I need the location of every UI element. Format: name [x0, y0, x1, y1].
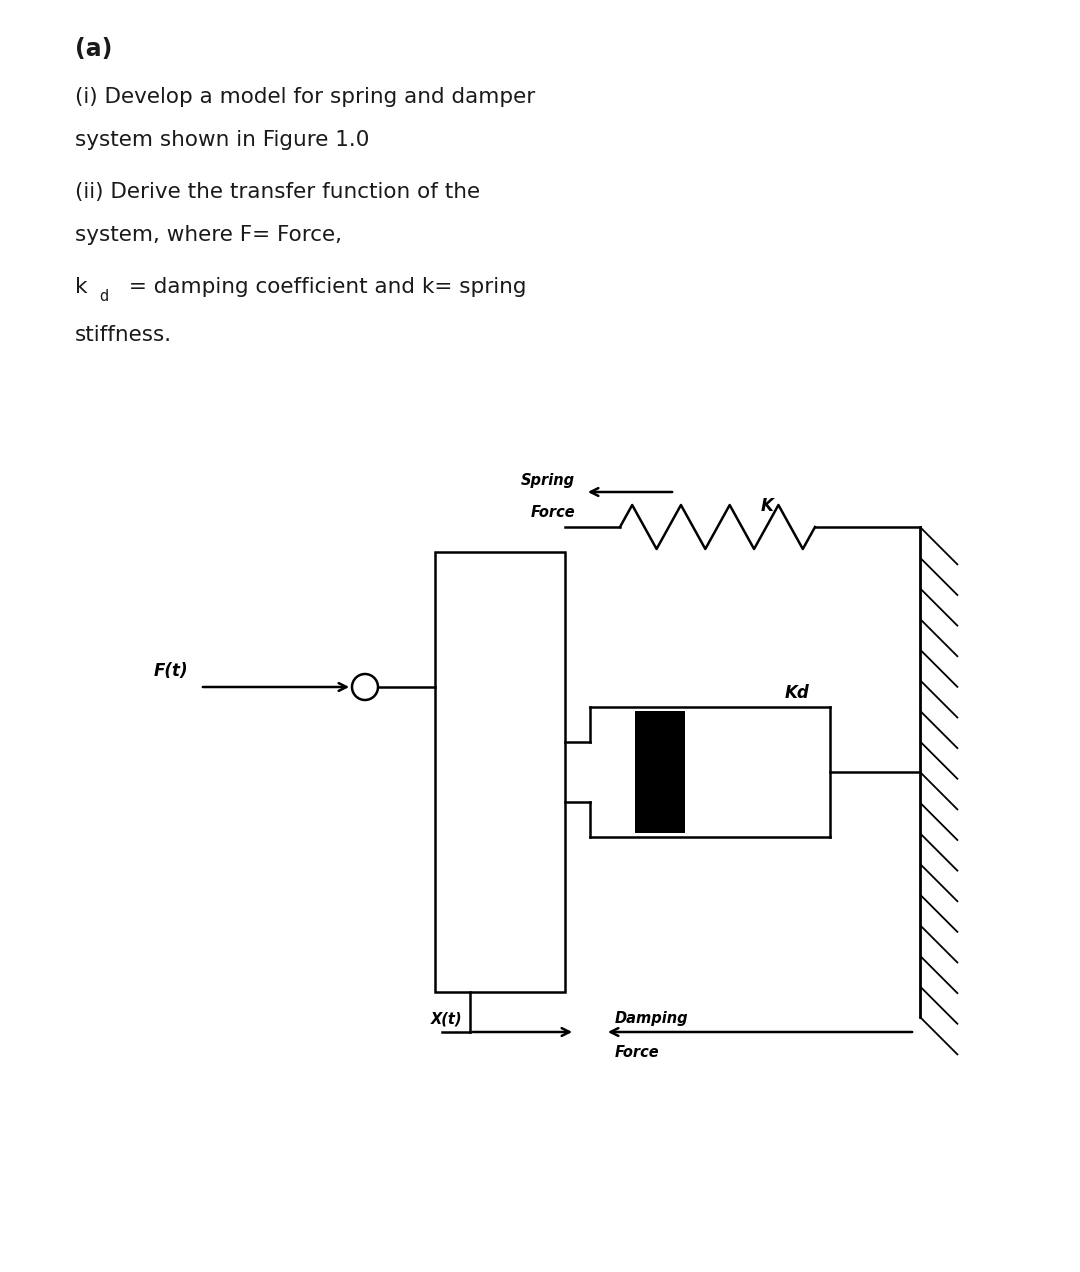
- Text: k: k: [75, 277, 87, 296]
- Text: X(t): X(t): [431, 1011, 462, 1027]
- Text: = damping coefficient and k= spring: = damping coefficient and k= spring: [122, 277, 527, 296]
- Bar: [635, 711, 685, 833]
- Text: Spring: Spring: [521, 473, 575, 488]
- Text: Kd: Kd: [785, 684, 810, 702]
- Text: system shown in Figure 1.0: system shown in Figure 1.0: [75, 130, 369, 150]
- Text: Force: Force: [530, 505, 575, 520]
- Text: K: K: [761, 497, 774, 515]
- Text: Force: Force: [615, 1046, 660, 1060]
- Text: d: d: [99, 289, 108, 304]
- Text: F(t): F(t): [153, 661, 188, 681]
- Text: (i) Develop a model for spring and damper: (i) Develop a model for spring and dampe…: [75, 86, 536, 107]
- Text: (ii) Derive the transfer function of the: (ii) Derive the transfer function of the: [75, 182, 481, 202]
- Text: stiffness.: stiffness.: [75, 326, 172, 345]
- Text: (a): (a): [75, 37, 112, 61]
- Text: Damping: Damping: [615, 1011, 689, 1027]
- Text: system, where F= Force,: system, where F= Force,: [75, 225, 342, 245]
